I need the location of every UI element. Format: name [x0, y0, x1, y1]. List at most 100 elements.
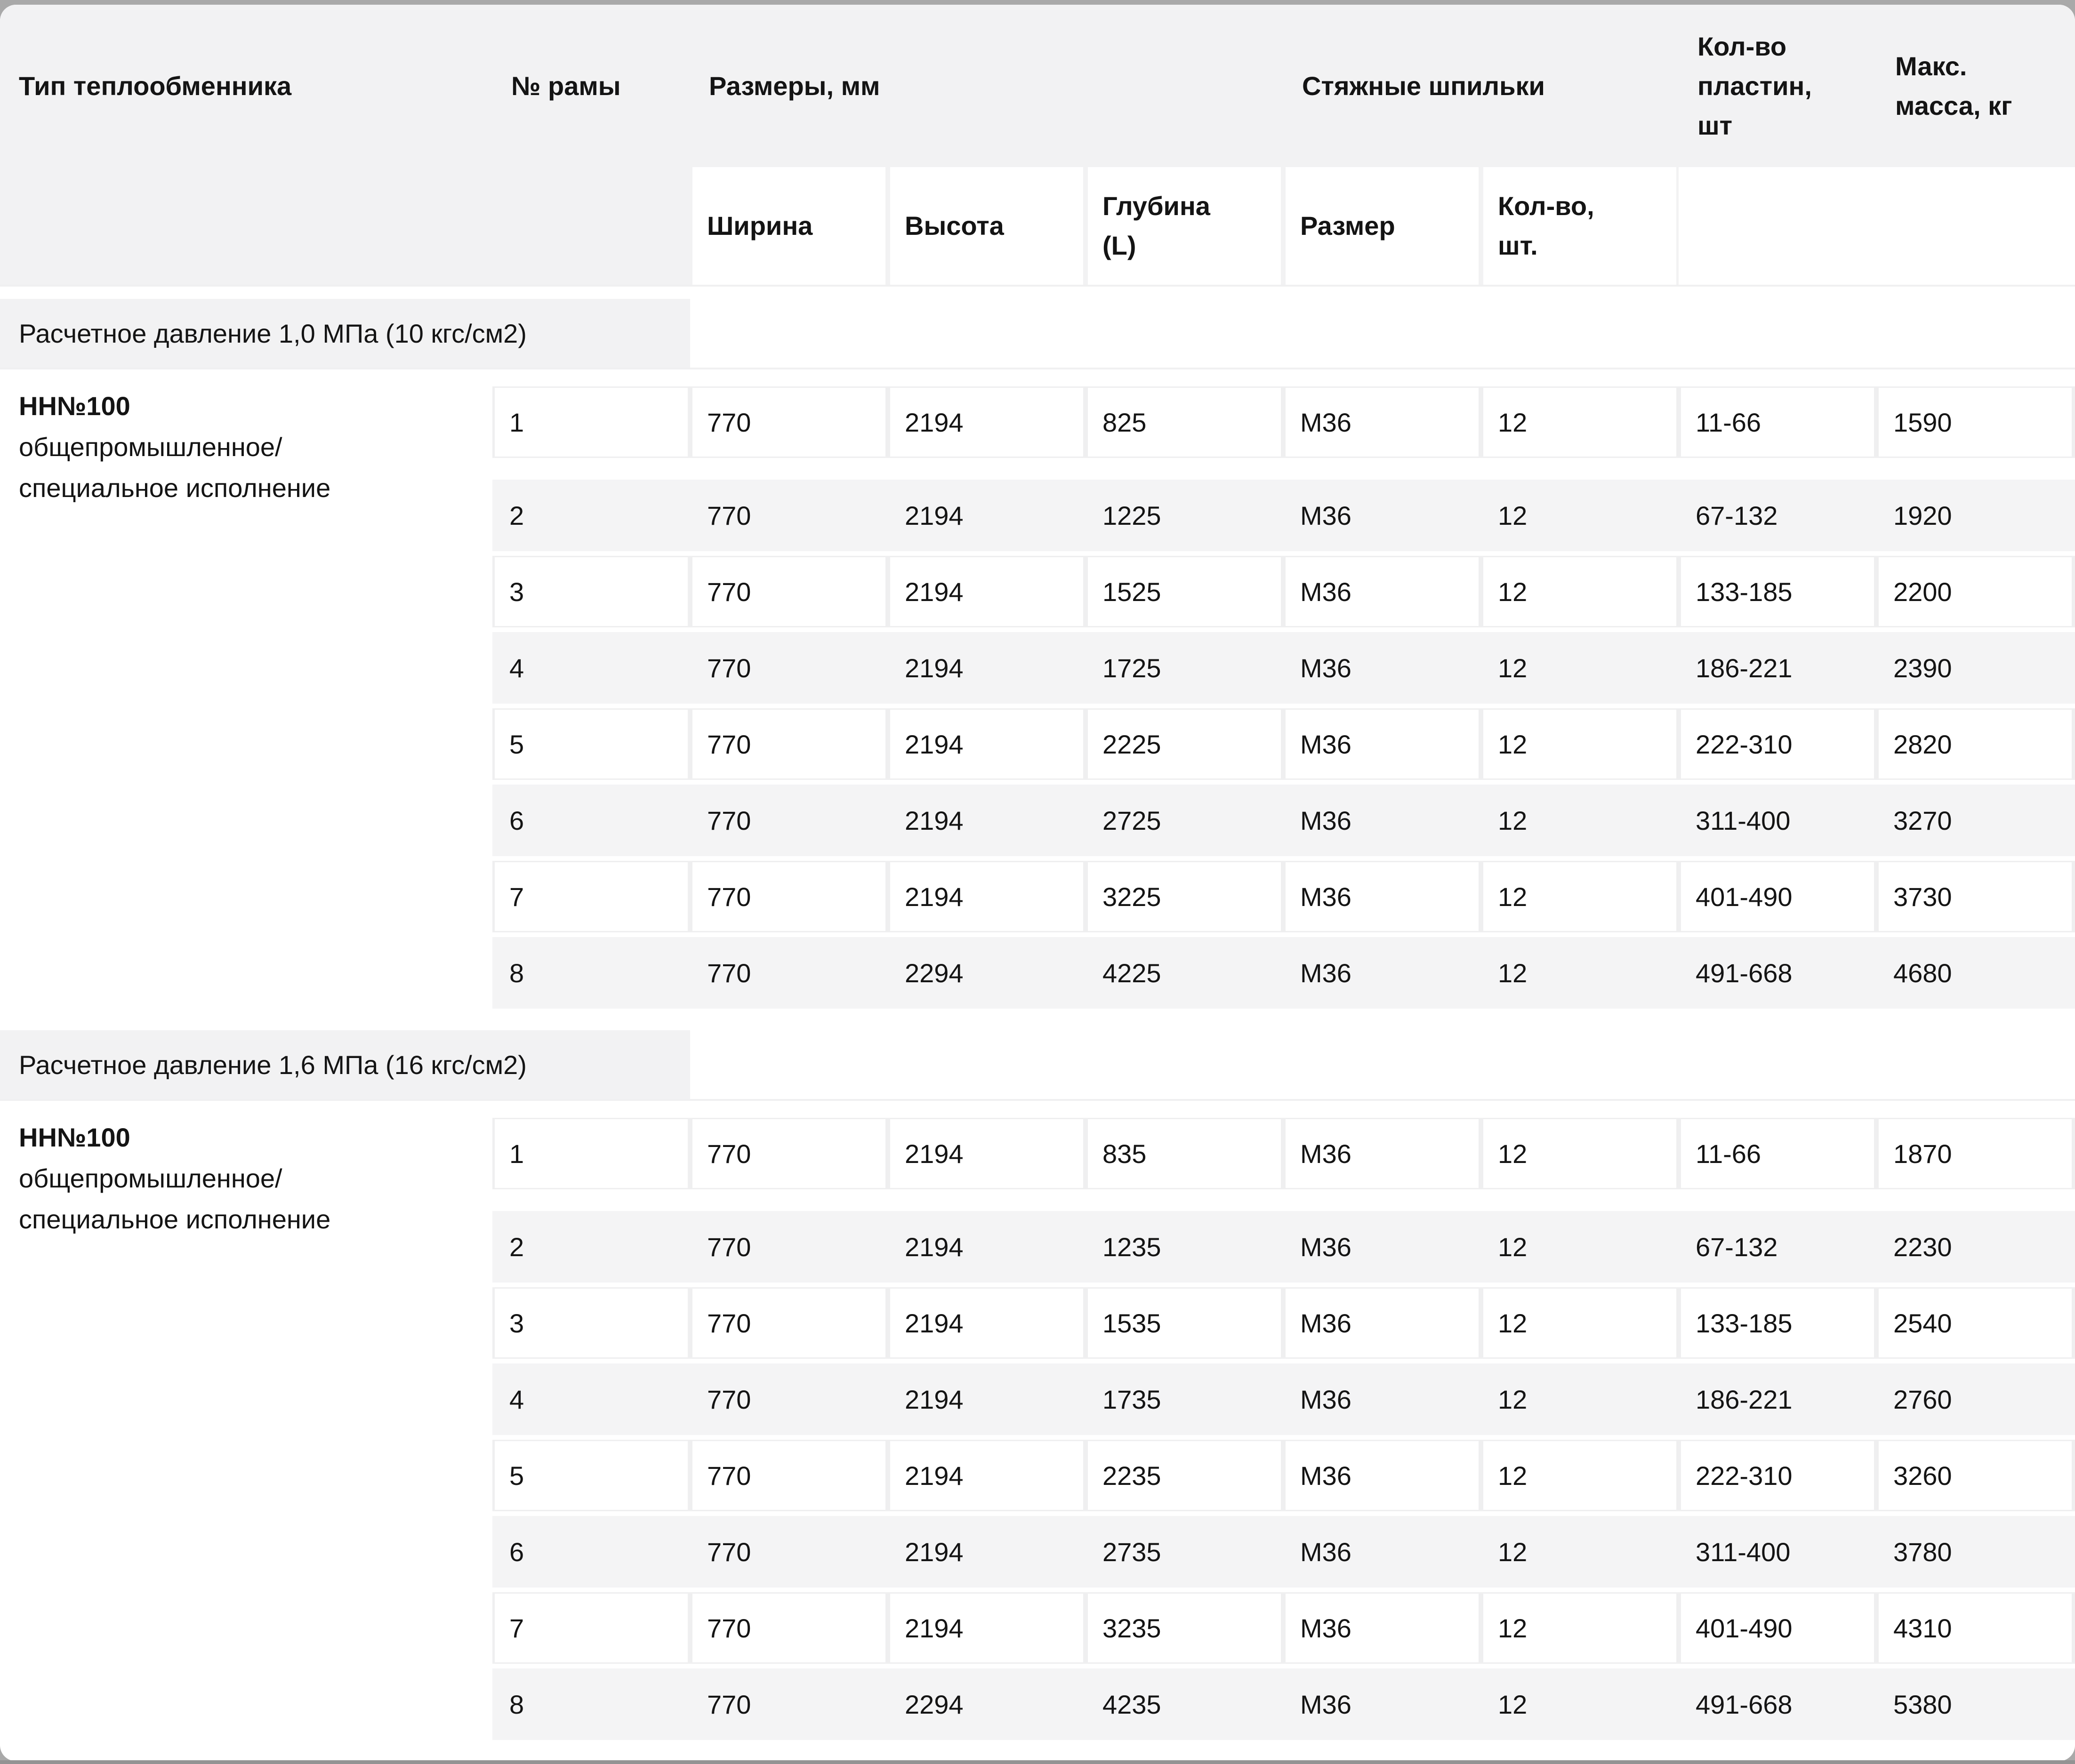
table-cell: 3780: [1893, 1537, 1952, 1567]
table-cell: 2540: [1879, 1289, 2072, 1357]
table-cell: 1235: [1102, 1232, 1161, 1262]
table-cell: 11-66: [1681, 1119, 1874, 1188]
table-cell: 12: [1483, 1441, 1676, 1510]
section-row-pressure-16: Расчетное давление 1,6 МПа (16 кгс/см2): [0, 1030, 2075, 1101]
table-cell: М36: [1286, 862, 1479, 931]
table-cell: 12: [1498, 1384, 1528, 1414]
table-cell: М36: [1300, 653, 1351, 683]
table-cell: 4225: [1102, 958, 1161, 988]
table-cell: 12: [1498, 1232, 1528, 1262]
table-cell: М36: [1300, 500, 1351, 530]
table-cell: 2194: [890, 710, 1083, 778]
table-cell: М36: [1286, 388, 1479, 457]
subheader-box-width: Ширина: [692, 167, 885, 285]
table-cell: М36: [1286, 1119, 1479, 1188]
table-cell: 4680: [1893, 958, 1952, 988]
table-cell: 2735: [1102, 1537, 1161, 1567]
table-cell: 2230: [1893, 1232, 1952, 1262]
table-cell: 1225: [1102, 500, 1161, 530]
table-cell: 1735: [1102, 1384, 1161, 1414]
table-cell: 2200: [1879, 557, 2072, 626]
table-cell: М36: [1286, 1441, 1479, 1510]
table-cell: 12: [1498, 1689, 1528, 1719]
table-cell: 5380: [1893, 1689, 1952, 1719]
table-cell: 5: [495, 710, 688, 778]
table-cell: 1920: [1893, 500, 1952, 530]
table-cell: 12: [1498, 958, 1528, 988]
table-cell: 770: [692, 1441, 885, 1510]
table-cell: 2194: [890, 1594, 1083, 1662]
table-header-row-2: Ширина Высота Глубина (L) Размер Кол-во,…: [0, 167, 2075, 285]
table-cell: 6: [509, 805, 524, 835]
table-cell: 4: [509, 1384, 524, 1414]
table-cell: 8: [509, 1689, 524, 1719]
table-cell: 835: [1088, 1119, 1281, 1188]
table-group-pressure-10: НН№100 общепромышленное/ специальное исп…: [0, 369, 2075, 1018]
table-cell: 3: [495, 557, 688, 626]
table-cell: 2194: [890, 557, 1083, 626]
table-cell: 770: [692, 1594, 885, 1662]
table-cell: 2294: [905, 958, 964, 988]
type-cell: НН№100 общепромышленное/ специальное исп…: [0, 369, 492, 1009]
table-cell: М36: [1300, 1537, 1351, 1567]
table-cell: М36: [1286, 1594, 1479, 1662]
table-cell: 770: [707, 653, 751, 683]
table-cell: 2: [509, 1232, 524, 1262]
table-cell: 2194: [905, 1384, 964, 1414]
table-cell: 1535: [1088, 1289, 1281, 1357]
table-header-row-1: Тип теплообменника № рамы Размеры, мм Ст…: [0, 5, 2075, 167]
table-cell: 770: [692, 1289, 885, 1357]
table-cell: 770: [707, 1689, 751, 1719]
table-cell: 222-310: [1681, 710, 1874, 778]
table-row: 8 770 2294 4225 М36 12 491-668 4680: [492, 937, 2075, 1009]
table-cell: 7: [495, 862, 688, 931]
type-description: общепромышленное/ специальное исполнение: [19, 1163, 331, 1234]
section-title: Расчетное давление 1,0 МПа (10 кгс/см2): [0, 299, 690, 368]
table-cell: 222-310: [1681, 1441, 1874, 1510]
subheader-box-depth: Глубина (L): [1088, 167, 1281, 285]
table-cell: 1: [495, 388, 688, 457]
table-group-pressure-16: НН№100 общепромышленное/ специальное исп…: [0, 1101, 2075, 1749]
table-cell: М36: [1300, 1232, 1351, 1262]
header-cell-type: Тип теплообменника: [19, 71, 292, 101]
table-cell: 770: [707, 1232, 751, 1262]
table-cell: 2760: [1893, 1384, 1952, 1414]
header-spacer-left: [0, 167, 690, 285]
table-cell: 2294: [905, 1689, 964, 1719]
table-cell: 2194: [890, 1441, 1083, 1510]
section-title: Расчетное давление 1,6 МПа (16 кгс/см2): [0, 1030, 690, 1099]
table-row: 3 770 2194 1525 М36 12 133-185 2200: [492, 556, 2075, 627]
table-row: 1 770 2194 835 М36 12 11-66 1870: [492, 1118, 2075, 1189]
header-cell-frame: № рамы: [511, 71, 621, 101]
table-cell: 6: [509, 1537, 524, 1567]
table-cell: 311-400: [1696, 805, 1791, 835]
table-cell: М36: [1286, 710, 1479, 778]
table-cell: 11-66: [1681, 388, 1874, 457]
table-row: 6 770 2194 2725 М36 12 311-400 3270: [492, 785, 2075, 856]
subheader-box-stud-size: Размер: [1286, 167, 1479, 285]
table-cell: 2820: [1879, 710, 2072, 778]
header-cell-max-mass: Макс. масса, кг: [1895, 51, 2012, 120]
table-cell: 12: [1483, 710, 1676, 778]
table-row: 5 770 2194 2225 М36 12 222-310 2820: [492, 708, 2075, 780]
header-cell-dimensions: Размеры, мм: [709, 71, 880, 101]
type-cell: НН№100 общепромышленное/ специальное исп…: [0, 1101, 492, 1740]
table-cell: 491-668: [1696, 958, 1793, 988]
table-row: 7 770 2194 3235 М36 12 401-490 4310: [492, 1592, 2075, 1664]
table-cell: 770: [692, 862, 885, 931]
table-cell: 67-132: [1696, 500, 1778, 530]
table-cell: 12: [1483, 557, 1676, 626]
table-cell: 2194: [890, 1289, 1083, 1357]
table-cell: 1725: [1102, 653, 1161, 683]
table-cell: М36: [1286, 1289, 1479, 1357]
table-cell: 770: [707, 805, 751, 835]
table-cell: 770: [707, 1537, 751, 1567]
table-cell: 401-490: [1681, 1594, 1874, 1662]
table-row: 3 770 2194 1535 М36 12 133-185 2540: [492, 1287, 2075, 1359]
table-cell: 2194: [905, 1232, 964, 1262]
header-cell-plates: Кол-во пластин, шт: [1697, 31, 1812, 140]
table-cell: 12: [1498, 653, 1528, 683]
subheader-boxes: Ширина Высота Глубина (L) Размер Кол-во,…: [690, 167, 1679, 285]
table-row: 4 770 2194 1735 М36 12 186-221 2760: [492, 1363, 2075, 1435]
